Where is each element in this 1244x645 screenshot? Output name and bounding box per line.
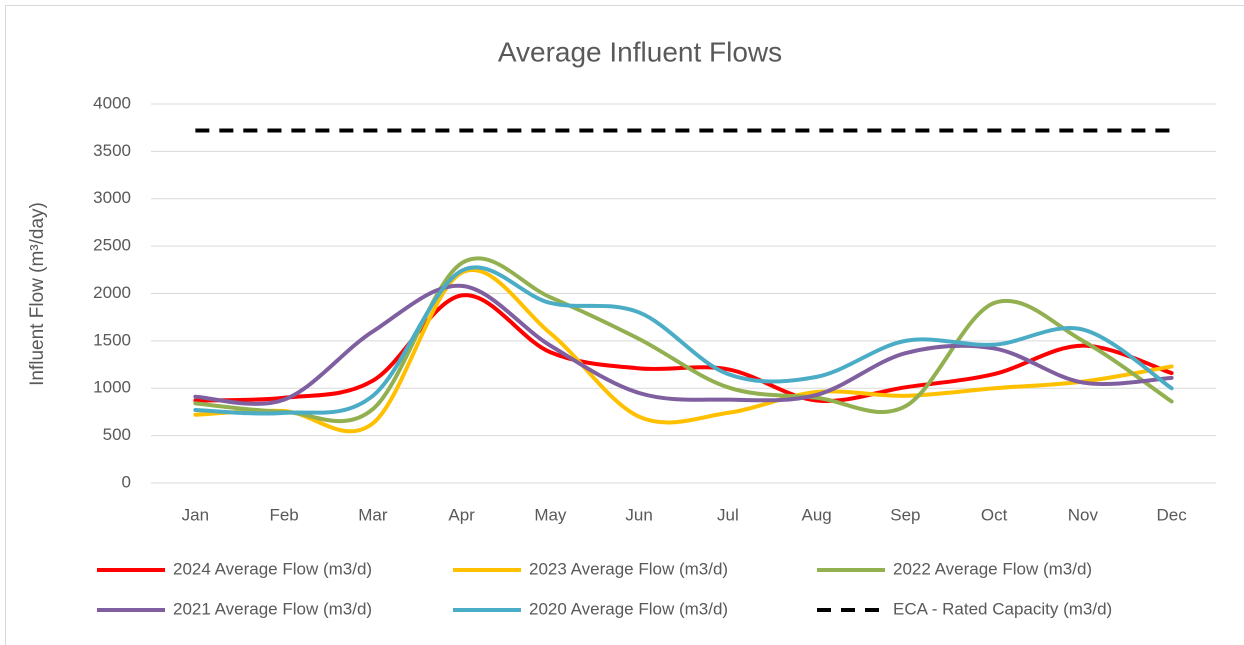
y-tick-label: 2500	[93, 236, 131, 255]
y-axis-label: Influent Flow (m³/day)	[27, 202, 48, 386]
y-tick-label: 1000	[93, 378, 131, 397]
x-tick-label: May	[534, 505, 567, 524]
x-tick-label: Oct	[981, 505, 1008, 524]
x-tick-label: Jun	[625, 505, 652, 524]
y-tick-label: 4000	[93, 93, 131, 112]
x-tick-label: Feb	[269, 505, 298, 524]
series-line	[193, 256, 1174, 424]
y-tick-label: 1500	[93, 330, 131, 349]
legend-label: 2021 Average Flow (m3/d)	[173, 599, 372, 618]
legend-label: 2020 Average Flow (m3/d)	[529, 599, 728, 618]
x-tick-label: Nov	[1068, 505, 1099, 524]
x-tick-label: Jan	[182, 505, 209, 524]
series-line	[193, 268, 1174, 434]
x-tick-label: Aug	[802, 505, 832, 524]
legend-label: ECA - Rated Capacity (m3/d)	[893, 599, 1112, 618]
x-tick-label: Sep	[890, 505, 920, 524]
x-tick-label: Mar	[358, 505, 388, 524]
chart-frame	[5, 5, 1244, 645]
y-tick-label: 0	[122, 472, 131, 491]
chart-title: Average Influent Flows	[498, 36, 782, 67]
series-line	[193, 293, 1174, 404]
y-tick-label: 3500	[93, 141, 131, 160]
legend-label: 2024 Average Flow (m3/d)	[173, 559, 372, 578]
x-tick-label: Dec	[1157, 505, 1188, 524]
y-tick-label: 500	[103, 425, 131, 444]
legend-label: 2022 Average Flow (m3/d)	[893, 559, 1092, 578]
x-tick-label: Apr	[448, 505, 475, 524]
y-tick-label: 2000	[93, 283, 131, 302]
y-tick-label: 3000	[93, 188, 131, 207]
series-line	[193, 283, 1174, 406]
legend-label: 2023 Average Flow (m3/d)	[529, 559, 728, 578]
x-tick-label: Jul	[717, 505, 739, 524]
series-line	[193, 265, 1174, 416]
